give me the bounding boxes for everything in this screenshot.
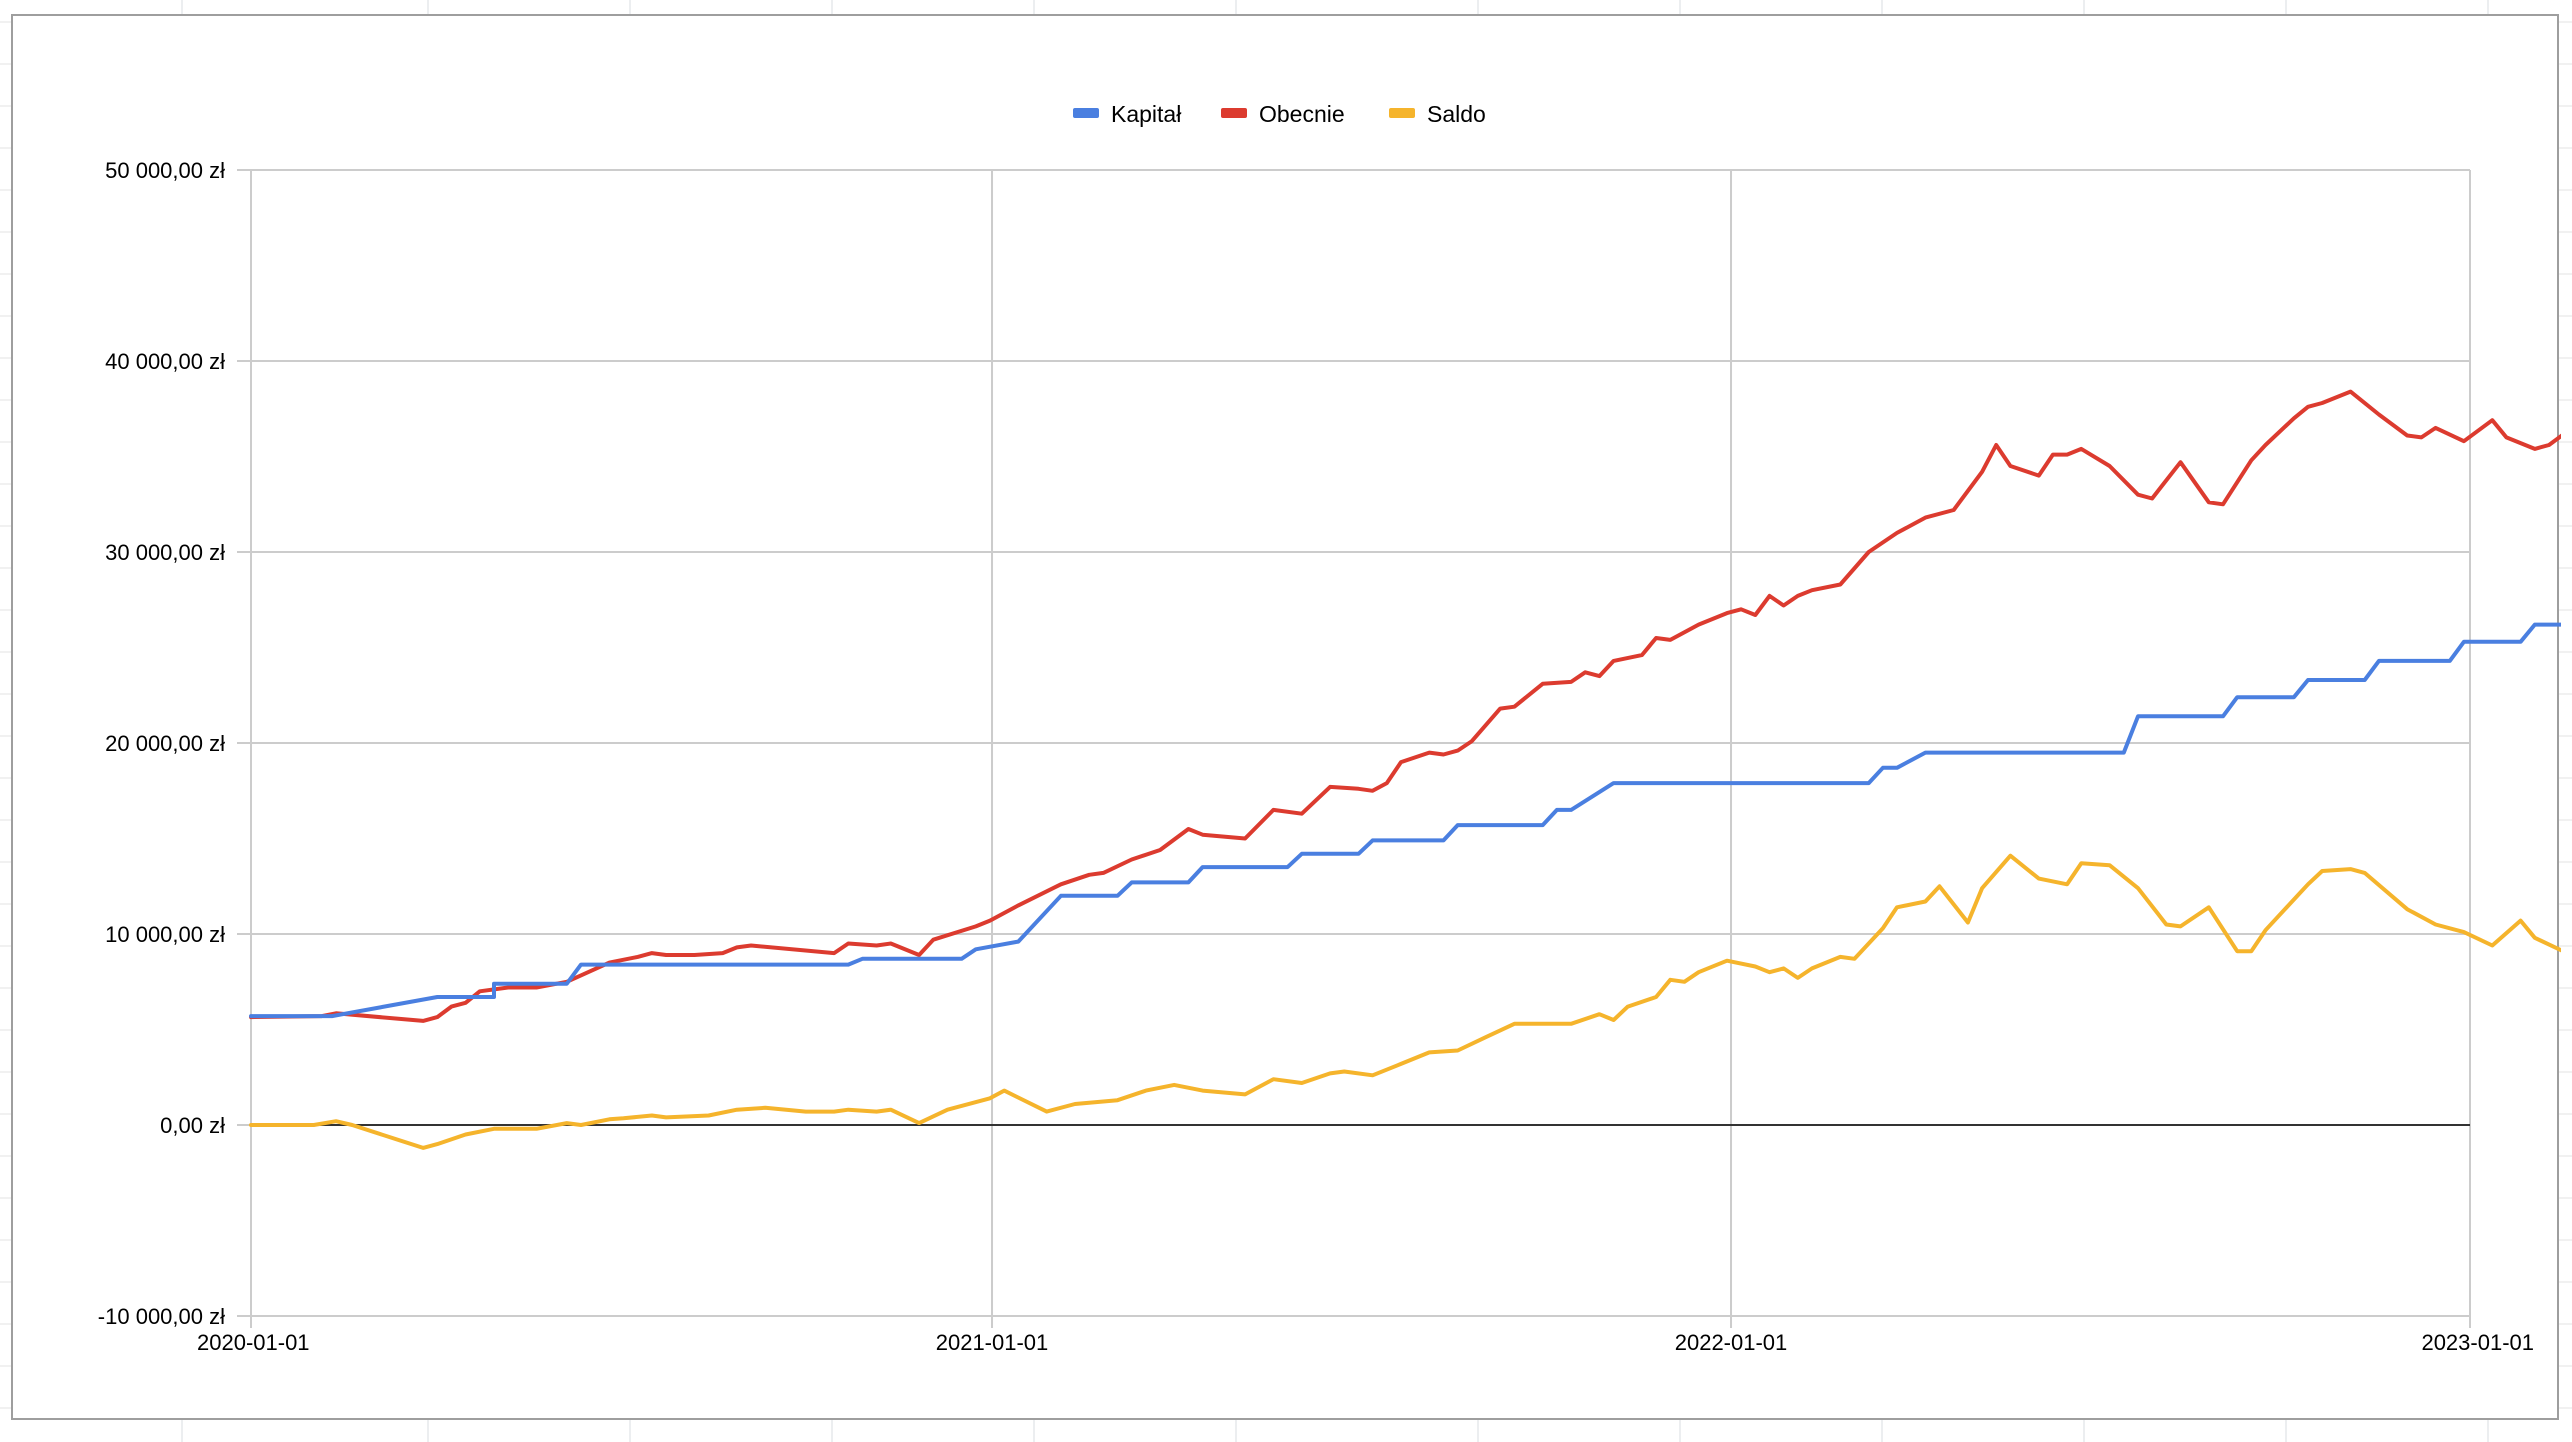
legend-swatch: [1389, 108, 1415, 118]
axes: -10 000,00 zł 0,00 zł 10 000,00 zł 20 000,0…: [98, 158, 2534, 1355]
series-line-kapital[interactable]: [249, 512, 2561, 1019]
x-tick-label: 2021-01-01: [936, 1330, 1049, 1355]
legend-swatch: [1221, 108, 1247, 118]
y-tick-label: 50 000,00 zł: [105, 158, 225, 183]
series-line-obecnie[interactable]: [249, 275, 2561, 1023]
legend-label: Kapitał: [1111, 101, 1181, 127]
gridlines: [237, 169, 2471, 1328]
y-tick-label: 30 000,00 zł: [105, 540, 225, 565]
legend-label: Saldo: [1427, 101, 1486, 127]
x-tick-label: 2020-01-01: [197, 1330, 310, 1355]
y-tick-label: 10 000,00 zł: [105, 922, 225, 947]
x-tick-label: 2022-01-01: [1675, 1330, 1788, 1355]
legend[interactable]: Kapitał Obecnie Saldo: [1073, 101, 1486, 127]
x-tick-label: 2023-01-01: [2421, 1330, 2534, 1355]
chart-container[interactable]: -10 000,00 zł 0,00 zł 10 000,00 zł 20 000,0…: [11, 14, 2561, 1420]
y-tick-label: 40 000,00 zł: [105, 349, 225, 374]
series-lines: [249, 275, 2561, 1150]
line-chart: -10 000,00 zł 0,00 zł 10 000,00 zł 20 000,0…: [98, 101, 2561, 1355]
y-tick-label: 20 000,00 zł: [105, 731, 225, 756]
series-line-saldo[interactable]: [249, 853, 2561, 1150]
y-tick-label: -10 000,00 zł: [98, 1304, 225, 1329]
legend-swatch: [1073, 108, 1099, 118]
legend-label: Obecnie: [1259, 101, 1345, 127]
y-tick-label: 0,00 zł: [160, 1113, 225, 1138]
